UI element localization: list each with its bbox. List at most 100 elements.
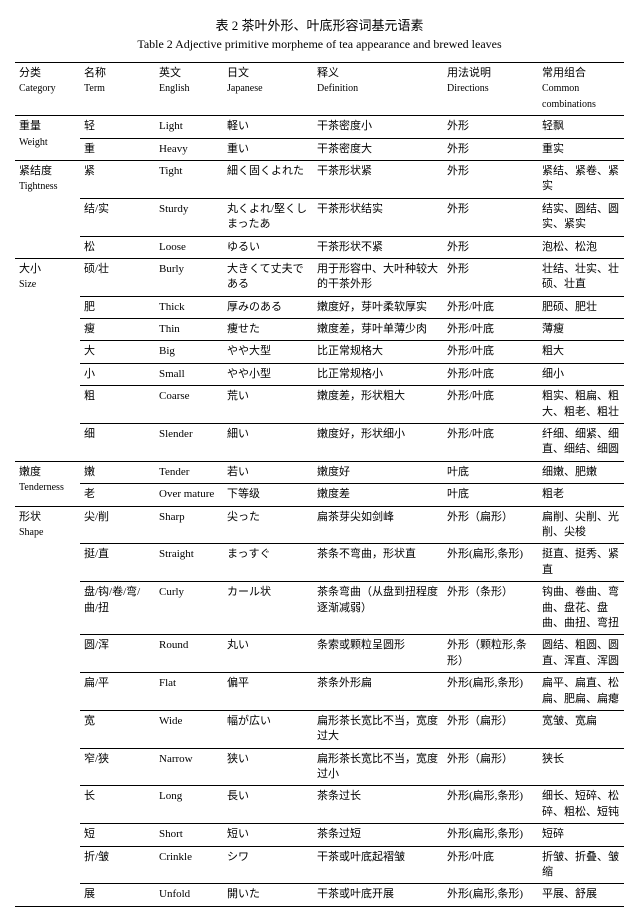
directions-cell: 外形/叶底 bbox=[443, 846, 538, 884]
english-cell: Tight bbox=[155, 160, 223, 198]
japanese-cell: 重い bbox=[223, 138, 313, 160]
comb-cell: 扁削、尖削、光削、尖梭 bbox=[538, 506, 624, 544]
japanese-cell: 長い bbox=[223, 786, 313, 824]
definition-cell: 嫩度差 bbox=[313, 484, 443, 506]
definition-cell: 嫩度好 bbox=[313, 461, 443, 483]
table-row: 大小Size硕/壮Burly大きくて丈夫である用于形容中、大叶种较大的干茶外形外… bbox=[15, 258, 624, 296]
english-cell: Curly bbox=[155, 582, 223, 635]
category-cn: 嫩度 bbox=[19, 466, 41, 478]
table-row: 圆/浑Round丸い条索或颗粒呈圆形外形（颗粒形,条形）圆结、粗圆、圆直、浑直、… bbox=[15, 635, 624, 673]
term-cell: 折/皱 bbox=[80, 846, 155, 884]
term-cell: 窄/狭 bbox=[80, 748, 155, 786]
directions-cell: 外形（条形） bbox=[443, 582, 538, 635]
japanese-cell: 丸い bbox=[223, 635, 313, 673]
comb-cell: 泡松、松泡 bbox=[538, 236, 624, 258]
directions-cell: 外形/叶底 bbox=[443, 363, 538, 385]
comb-cell: 圆结、粗圆、圆直、浑直、浑圆 bbox=[538, 635, 624, 673]
definition-cell: 干茶或叶底开展 bbox=[313, 884, 443, 906]
table-row: 肥Thick厚みのある嫩度好，芽叶柔软厚实外形/叶底肥硕、肥壮 bbox=[15, 296, 624, 318]
japanese-cell: 荒い bbox=[223, 386, 313, 424]
table-row: 紧结度Tightness紧Tight細く固くよれた干茶形状紧外形紧结、紧卷、紧实 bbox=[15, 160, 624, 198]
japanese-cell: 開いた bbox=[223, 884, 313, 906]
english-cell: Short bbox=[155, 824, 223, 846]
japanese-cell: 軽い bbox=[223, 116, 313, 138]
english-cell: Coarse bbox=[155, 386, 223, 424]
term-cell: 硕/壮 bbox=[80, 258, 155, 296]
table-row: 老Over mature下等级嫩度差叶底粗老 bbox=[15, 484, 624, 506]
term-cell: 扁/平 bbox=[80, 673, 155, 711]
term-cell: 结/实 bbox=[80, 198, 155, 236]
morpheme-table: 分类Category 名称Term 英文English 日文Japanese 释… bbox=[15, 62, 624, 907]
table-row: 结/实Sturdy丸くよれ/堅くしまったあ干茶形状结实外形结实、圆结、圆实、紧实 bbox=[15, 198, 624, 236]
definition-cell: 茶条弯曲（从盘到扭程度逐渐减弱） bbox=[313, 582, 443, 635]
hdr-japanese-cn: 日文 bbox=[227, 67, 249, 79]
japanese-cell: カール状 bbox=[223, 582, 313, 635]
comb-cell: 折皱、折叠、皱缩 bbox=[538, 846, 624, 884]
english-cell: Round bbox=[155, 635, 223, 673]
definition-cell: 扁茶芽尖如剑峰 bbox=[313, 506, 443, 544]
table-row: 短Short短い茶条过短外形(扁形,条形)短碎 bbox=[15, 824, 624, 846]
directions-cell: 外形(扁形,条形) bbox=[443, 824, 538, 846]
directions-cell: 外形 bbox=[443, 198, 538, 236]
english-cell: Sharp bbox=[155, 506, 223, 544]
definition-cell: 嫩度差，形状粗大 bbox=[313, 386, 443, 424]
comb-cell: 挺直、挺秀、紧直 bbox=[538, 544, 624, 582]
category-cn: 重量 bbox=[19, 120, 41, 132]
japanese-cell: 狭い bbox=[223, 748, 313, 786]
hdr-directions-cn: 用法说明 bbox=[447, 67, 491, 79]
english-cell: Small bbox=[155, 363, 223, 385]
english-cell: Flat bbox=[155, 673, 223, 711]
term-cell: 粗 bbox=[80, 386, 155, 424]
comb-cell: 结实、圆结、圆实、紧实 bbox=[538, 198, 624, 236]
directions-cell: 外形/叶底 bbox=[443, 386, 538, 424]
table-row: 松Looseゆるい干茶形状不紧外形泡松、松泡 bbox=[15, 236, 624, 258]
comb-cell: 平展、舒展 bbox=[538, 884, 624, 906]
term-cell: 展 bbox=[80, 884, 155, 906]
hdr-term-en: Term bbox=[84, 83, 105, 94]
hdr-english-en: English bbox=[159, 83, 190, 94]
comb-cell: 短碎 bbox=[538, 824, 624, 846]
japanese-cell: 大きくて丈夫である bbox=[223, 258, 313, 296]
english-cell: Wide bbox=[155, 710, 223, 748]
definition-cell: 茶条外形扁 bbox=[313, 673, 443, 711]
comb-cell: 重实 bbox=[538, 138, 624, 160]
definition-cell: 干茶密度小 bbox=[313, 116, 443, 138]
comb-cell: 粗大 bbox=[538, 341, 624, 363]
term-cell: 大 bbox=[80, 341, 155, 363]
term-cell: 瘦 bbox=[80, 319, 155, 341]
term-cell: 盘/钩/卷/弯/曲/扭 bbox=[80, 582, 155, 635]
comb-cell: 细长、短碎、松碎、粗松、短钝 bbox=[538, 786, 624, 824]
directions-cell: 外形 bbox=[443, 116, 538, 138]
category-en: Shape bbox=[19, 527, 43, 538]
japanese-cell: 偏平 bbox=[223, 673, 313, 711]
definition-cell: 干茶形状结实 bbox=[313, 198, 443, 236]
english-cell: Sturdy bbox=[155, 198, 223, 236]
japanese-cell: まっすぐ bbox=[223, 544, 313, 582]
hdr-japanese-en: Japanese bbox=[227, 83, 263, 94]
definition-cell: 干茶或叶底起褶皱 bbox=[313, 846, 443, 884]
term-cell: 小 bbox=[80, 363, 155, 385]
term-cell: 重 bbox=[80, 138, 155, 160]
japanese-cell: ゆるい bbox=[223, 236, 313, 258]
term-cell: 细 bbox=[80, 424, 155, 462]
japanese-cell: 厚みのある bbox=[223, 296, 313, 318]
directions-cell: 叶底 bbox=[443, 484, 538, 506]
category-en: Tenderness bbox=[19, 482, 64, 493]
japanese-cell: シワ bbox=[223, 846, 313, 884]
table-row: 盘/钩/卷/弯/曲/扭Curlyカール状茶条弯曲（从盘到扭程度逐渐减弱）外形（条… bbox=[15, 582, 624, 635]
category-cn: 大小 bbox=[19, 263, 41, 275]
table-row: 细Slender細い嫩度好，形状细小外形/叶底纤细、细紧、细直、细结、细圆 bbox=[15, 424, 624, 462]
japanese-cell: 細い bbox=[223, 424, 313, 462]
hdr-category-cn: 分类 bbox=[19, 67, 41, 79]
table-row: 小Smallやや小型比正常规格小外形/叶底细小 bbox=[15, 363, 624, 385]
table-row: 长Long長い茶条过长外形(扁形,条形)细长、短碎、松碎、粗松、短钝 bbox=[15, 786, 624, 824]
table-row: 瘦Thin痩せた嫩度差，芽叶单薄少肉外形/叶底薄瘦 bbox=[15, 319, 624, 341]
hdr-category-en: Category bbox=[19, 83, 56, 94]
english-cell: Straight bbox=[155, 544, 223, 582]
english-cell: Slender bbox=[155, 424, 223, 462]
hdr-definition-cn: 释义 bbox=[317, 67, 339, 79]
term-cell: 宽 bbox=[80, 710, 155, 748]
term-cell: 短 bbox=[80, 824, 155, 846]
definition-cell: 干茶形状紧 bbox=[313, 160, 443, 198]
comb-cell: 宽皱、宽扁 bbox=[538, 710, 624, 748]
